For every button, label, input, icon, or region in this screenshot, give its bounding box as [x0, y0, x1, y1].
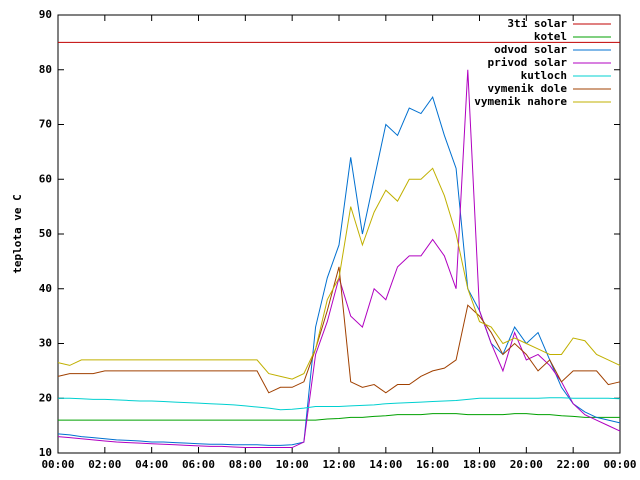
- y-tick-label: 70: [39, 118, 52, 131]
- x-tick-label: 08:00: [229, 458, 262, 471]
- legend-label: vymenik nahore: [474, 95, 567, 108]
- legend-label: 3ti solar: [507, 17, 567, 30]
- x-tick-label: 06:00: [182, 458, 215, 471]
- x-tick-label: 14:00: [369, 458, 402, 471]
- y-tick-label: 10: [39, 446, 52, 459]
- x-tick-label: 02:00: [88, 458, 121, 471]
- x-tick-label: 00:00: [603, 458, 636, 471]
- legend-label: privod solar: [488, 56, 568, 69]
- x-tick-label: 12:00: [322, 458, 355, 471]
- x-tick-label: 10:00: [276, 458, 309, 471]
- y-tick-label: 20: [39, 391, 52, 404]
- y-tick-label: 40: [39, 282, 52, 295]
- legend-label: vymenik dole: [488, 82, 568, 95]
- series-line: [58, 413, 620, 421]
- x-tick-label: 16:00: [416, 458, 449, 471]
- y-tick-label: 80: [39, 63, 52, 76]
- y-tick-label: 50: [39, 227, 52, 240]
- series-line: [57, 167, 621, 380]
- y-tick-label: 30: [39, 337, 52, 350]
- x-tick-label: 22:00: [557, 458, 590, 471]
- legend-label: kutloch: [521, 69, 567, 82]
- y-axis-label: teplota ve C: [11, 194, 24, 273]
- x-tick-label: 18:00: [463, 458, 496, 471]
- legend-label: odvod solar: [494, 43, 567, 56]
- series-line: [57, 266, 621, 394]
- y-tick-label: 90: [39, 8, 52, 21]
- y-tick-label: 60: [39, 172, 52, 185]
- x-tick-label: 04:00: [135, 458, 168, 471]
- x-tick-label: 20:00: [510, 458, 543, 471]
- x-tick-label: 00:00: [41, 458, 74, 471]
- plot-border: [57, 14, 621, 454]
- legend-label: kotel: [534, 30, 567, 43]
- series-line: [58, 397, 621, 411]
